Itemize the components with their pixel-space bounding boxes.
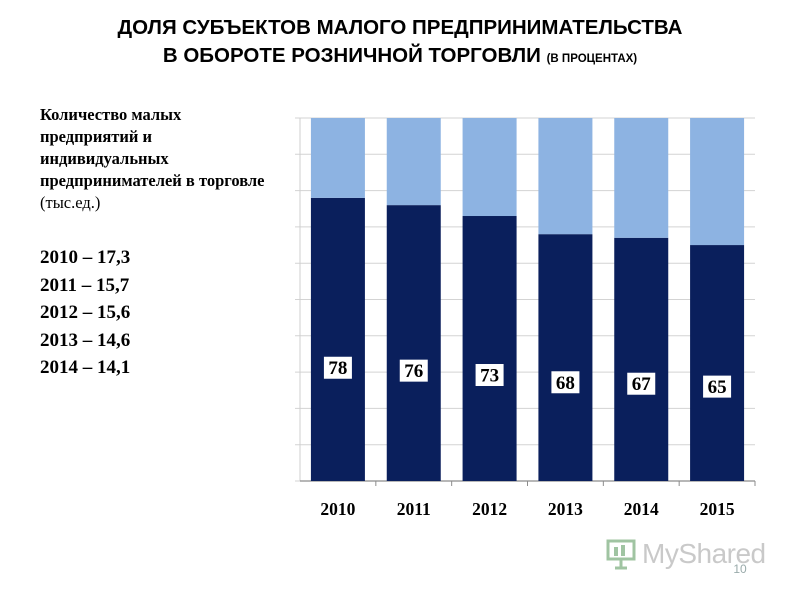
info-caption-unit: (тыс.ед.) xyxy=(40,193,101,212)
slide-number: 10 xyxy=(733,562,747,576)
x-tick-label: 2012 xyxy=(472,499,507,519)
title-line-2-main: В ОБОРОТЕ РОЗНИЧНОЙ ТОРГОВЛИ xyxy=(162,44,541,67)
stat-item: 2011 – 15,7 xyxy=(40,274,130,296)
x-tick-label: 2014 xyxy=(624,499,659,519)
title-line-2: В ОБОРОТЕ РОЗНИЧНОЙ ТОРГОВЛИ (В ПРОЦЕНТА… xyxy=(0,42,800,73)
info-panel: Количество малых предприятий и индивидуа… xyxy=(40,104,270,382)
bar-segment-1 xyxy=(690,245,745,481)
presentation-board-icon xyxy=(606,539,636,570)
data-label-box xyxy=(399,359,428,382)
data-label-box xyxy=(703,375,732,398)
bar-segment-2 xyxy=(462,118,517,217)
title-line-1: ДОЛЯ СУБЪЕКТОВ МАЛОГО ПРЕДПРИНИМАТЕЛЬСТВ… xyxy=(117,16,683,39)
x-tick-label: 2015 xyxy=(700,499,735,519)
stat-item: 2014 – 14,1 xyxy=(40,357,131,378)
info-caption-bold: Количество малых предприятий и индивидуа… xyxy=(40,105,265,190)
data-label: 65 xyxy=(708,377,727,398)
stat-item: 2013 – 14,6 xyxy=(40,329,131,351)
stat-item: 2012 – 15,6 xyxy=(40,302,131,323)
data-label: 67 xyxy=(632,374,652,395)
x-tick-label: 2013 xyxy=(548,499,583,519)
bar-segment-1 xyxy=(386,205,441,481)
stats-list: 2010 – 17,3 2011 – 15,7 2012 – 15,6 2013… xyxy=(40,244,270,382)
bar-segment-2 xyxy=(690,118,745,246)
data-label-box xyxy=(475,364,504,387)
info-caption: Количество малых предприятий и индивидуа… xyxy=(40,104,270,214)
title-suffix: (В ПРОЦЕНТАХ) xyxy=(546,53,638,65)
bar-segment-1 xyxy=(462,216,517,481)
slide-title: ДОЛЯ СУБЪЕКТОВ МАЛОГО ПРЕДПРИНИМАТЕЛЬСТВ… xyxy=(0,14,800,73)
bar-segment-2 xyxy=(386,118,441,206)
bar-segment-2 xyxy=(538,118,593,235)
bar-segment-2 xyxy=(310,118,365,198)
x-tick-label: 2010 xyxy=(320,499,355,519)
bar-segment-1 xyxy=(614,237,669,481)
bar-segment-2 xyxy=(614,118,669,238)
stat-item: 2010 – 17,3 xyxy=(40,247,131,268)
data-label: 76 xyxy=(404,361,423,382)
data-label: 68 xyxy=(556,373,575,394)
watermark: MyShared xyxy=(606,536,766,572)
data-label: 78 xyxy=(328,358,347,379)
x-tick-label: 2011 xyxy=(397,499,431,519)
bar-segment-1 xyxy=(538,234,593,481)
data-label-box xyxy=(551,371,580,394)
bar-segment-1 xyxy=(310,197,365,482)
data-label: 73 xyxy=(480,366,499,387)
watermark-text: MyShared xyxy=(642,538,766,569)
data-label-box xyxy=(323,356,352,379)
data-label-box xyxy=(627,372,656,395)
